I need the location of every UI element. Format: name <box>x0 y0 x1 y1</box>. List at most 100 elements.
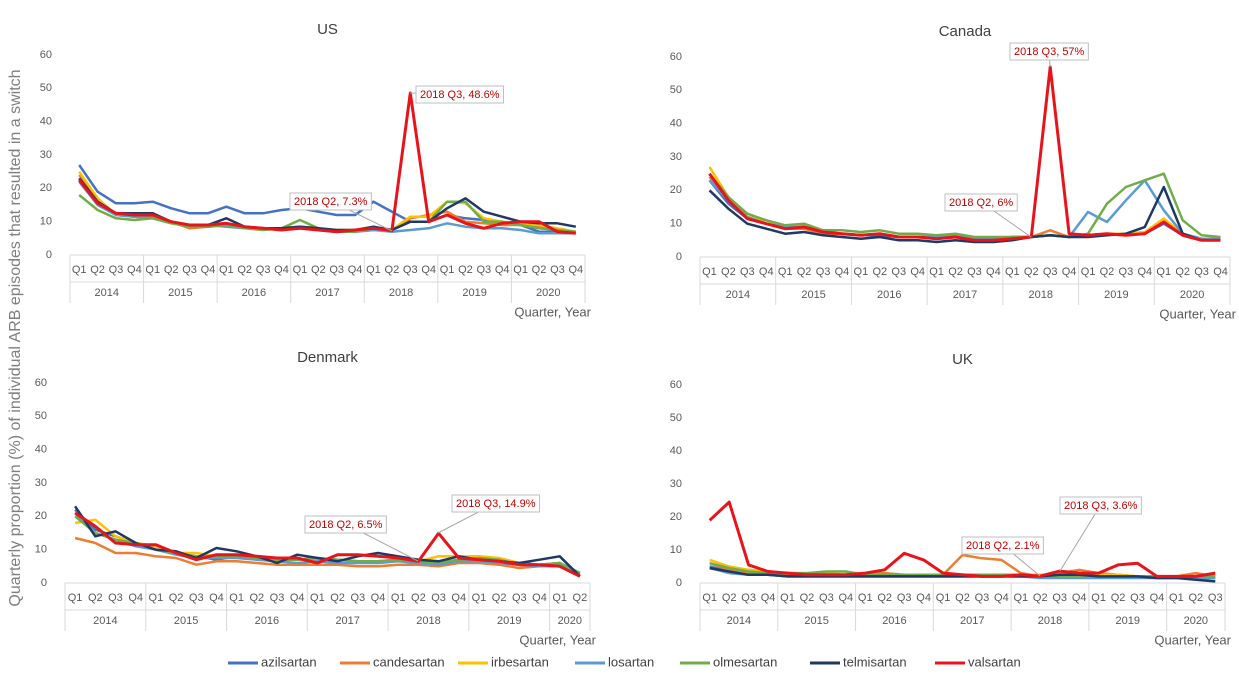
year-label: 2014 <box>727 615 751 627</box>
x-tick-label: Q3 <box>329 264 344 276</box>
annotation: 2018 Q3, 14.9% <box>437 494 541 534</box>
x-tick-label: Q1 <box>366 264 381 276</box>
y-tick-label: 60 <box>35 377 47 389</box>
y-tick-label: 50 <box>670 84 682 96</box>
series-line <box>74 536 581 578</box>
x-tick-label: Q4 <box>1213 266 1228 278</box>
x-tick-label: Q1 <box>229 592 244 604</box>
x-tick-label: Q4 <box>994 592 1009 604</box>
x-tick-label: Q4 <box>532 592 547 604</box>
x-tick-label: Q4 <box>986 266 1001 278</box>
x-tick-label: Q2 <box>1188 592 1203 604</box>
x-tick-label: Q4 <box>128 592 143 604</box>
y-tick-label: 30 <box>35 477 47 489</box>
x-tick-label: Q1 <box>391 592 406 604</box>
annotation: 2018 Q2, 2.1% <box>961 536 1044 577</box>
x-tick-label: Q4 <box>1137 266 1152 278</box>
series-line <box>708 65 1221 242</box>
x-tick-label: Q2 <box>573 592 588 604</box>
x-tick-label: Q2 <box>1033 592 1048 604</box>
x-tick-label: Q3 <box>897 592 912 604</box>
y-tick-label: 20 <box>670 184 682 196</box>
x-tick-label: Q2 <box>800 592 815 604</box>
series-line <box>78 91 576 235</box>
year-label: 2019 <box>1104 289 1128 301</box>
x-tick-label: Q1 <box>1169 592 1184 604</box>
x-tick-label: Q4 <box>835 266 850 278</box>
annotation-box <box>289 192 372 211</box>
y-tick-label: 60 <box>670 379 682 391</box>
chart-title: US <box>317 21 338 38</box>
x-tick-label: Q3 <box>182 264 197 276</box>
y-tick-label: 0 <box>46 249 52 261</box>
x-axis-label: Quarter, Year <box>1154 632 1231 647</box>
chart-title: UK <box>952 351 973 368</box>
x-tick-label: Q2 <box>411 592 426 604</box>
x-tick-label: Q1 <box>145 264 160 276</box>
x-tick-label: Q1 <box>440 264 455 276</box>
x-tick-label: Q2 <box>1175 266 1190 278</box>
x-tick-label: Q2 <box>311 264 326 276</box>
x-tick-label: Q2 <box>721 266 736 278</box>
x-tick-label: Q2 <box>385 264 400 276</box>
y-axis-label: Quarterly proportion (%) of individual A… <box>7 69 24 606</box>
annotation-box <box>961 536 1044 555</box>
year-label: 2020 <box>1184 615 1208 627</box>
year-label: 2018 <box>1028 289 1052 301</box>
y-tick-label: 10 <box>670 544 682 556</box>
x-tick-label: Q1 <box>929 266 944 278</box>
annotation-label: 2018 Q2, 6.5% <box>309 519 383 531</box>
year-label: 2015 <box>804 615 828 627</box>
x-tick-label: Q1 <box>702 592 717 604</box>
x-tick-label: Q2 <box>532 264 547 276</box>
x-tick-label: Q1 <box>854 266 869 278</box>
x-tick-label: Q2 <box>1024 266 1039 278</box>
year-label: 2017 <box>960 615 984 627</box>
y-tick-label: 0 <box>676 577 682 589</box>
year-label: 2019 <box>497 615 521 627</box>
year-label: 2015 <box>174 615 198 627</box>
x-tick-label: Q1 <box>68 592 83 604</box>
x-tick-label: Q2 <box>249 592 264 604</box>
y-tick-label: 0 <box>41 577 47 589</box>
x-tick-label: Q2 <box>164 264 179 276</box>
x-tick-label: Q2 <box>1100 266 1115 278</box>
x-tick-label: Q1 <box>1005 266 1020 278</box>
annotation-leader <box>1059 504 1102 572</box>
x-tick-label: Q3 <box>256 264 271 276</box>
annotation-box <box>451 494 541 513</box>
y-tick-label: 50 <box>40 82 52 94</box>
year-label: 2016 <box>882 615 906 627</box>
series-line <box>708 172 1221 239</box>
annotation-box <box>304 515 387 534</box>
x-tick-label: Q2 <box>330 592 345 604</box>
series-line <box>74 511 581 578</box>
x-tick-label: Q3 <box>1043 266 1058 278</box>
x-tick-label: Q2 <box>88 592 103 604</box>
x-tick-label: Q3 <box>476 264 491 276</box>
annotation-label: 2018 Q2, 7.3% <box>294 196 368 208</box>
x-tick-label: Q4 <box>838 592 853 604</box>
annotation: 2018 Q3, 48.6% <box>409 85 505 104</box>
year-label: 2016 <box>877 289 901 301</box>
x-tick-label: Q4 <box>127 264 142 276</box>
annotation-label: 2018 Q3, 14.9% <box>456 498 536 510</box>
x-tick-label: Q2 <box>722 592 737 604</box>
annotation: 2018 Q3, 3.6% <box>1059 496 1142 572</box>
year-label: 2014 <box>93 615 117 627</box>
y-tick-label: 40 <box>40 116 52 128</box>
x-tick-label: Q4 <box>495 264 510 276</box>
x-tick-label: Q4 <box>371 592 386 604</box>
year-label: 2020 <box>536 287 560 299</box>
x-tick-label: Q3 <box>350 592 365 604</box>
x-tick-label: Q4 <box>201 264 216 276</box>
year-label: 2014 <box>95 287 119 299</box>
legend-label: valsartan <box>968 654 1021 669</box>
y-tick-label: 30 <box>40 149 52 161</box>
x-tick-label: Q2 <box>492 592 507 604</box>
x-tick-label: Q3 <box>1052 592 1067 604</box>
legend-label: telmisartan <box>843 654 907 669</box>
x-axis-label: Quarter, Year <box>514 304 591 319</box>
x-tick-label: Q4 <box>1062 266 1077 278</box>
x-tick-label: Q3 <box>1208 592 1223 604</box>
